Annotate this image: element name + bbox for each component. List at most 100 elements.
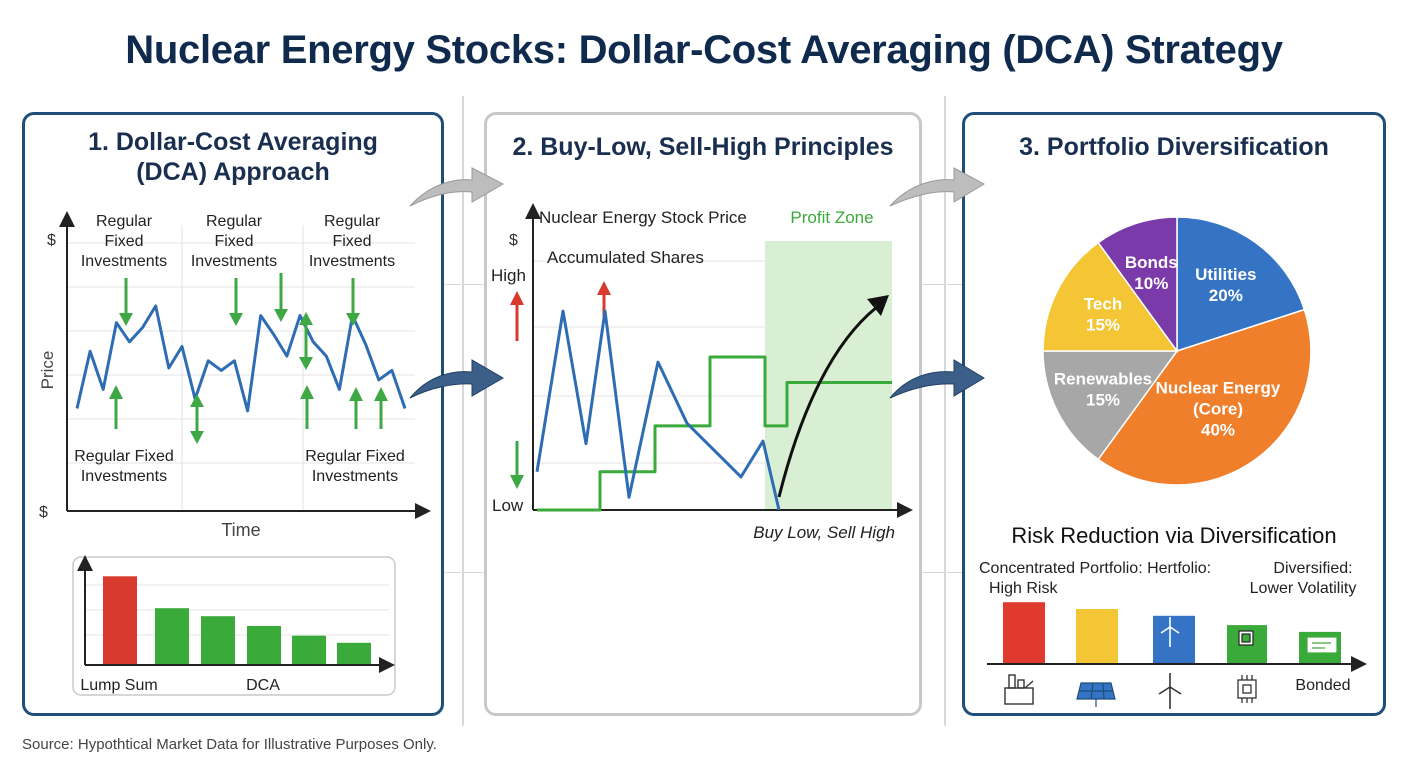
dca-title-line1: 1. Dollar-Cost Averaging bbox=[88, 128, 378, 156]
factory-icon bbox=[1004, 674, 1034, 705]
pie-label: Renewables 15% bbox=[1054, 370, 1152, 410]
down-arrow-icon bbox=[274, 273, 288, 322]
guide-line bbox=[462, 96, 464, 726]
pie-slice-utilities bbox=[1176, 216, 1306, 353]
dca-bar bbox=[155, 608, 189, 665]
portfolio-pie bbox=[1042, 216, 1312, 486]
annotation-text: Regular Fixed bbox=[305, 448, 405, 465]
stock-price-legend: Nuclear Energy Stock Price bbox=[539, 208, 747, 227]
diversified-label: Diversified: bbox=[1273, 560, 1352, 577]
annotation-text: Investments bbox=[191, 253, 277, 270]
dca-chart-svg: $ $ Price Time Regular Fixed Investments… bbox=[38, 211, 431, 696]
accumulated-shares-legend: Accumulated Shares bbox=[547, 248, 704, 267]
double-arrow-icon bbox=[190, 394, 204, 444]
top-annotation: Regular Fixed Investments bbox=[191, 213, 277, 270]
arrow-up-icon bbox=[510, 291, 524, 341]
top-annotation: Regular Fixed Investments bbox=[81, 213, 167, 270]
pie-label: Nuclear Energy (Core) 40% bbox=[1156, 378, 1281, 439]
risk-bars bbox=[1003, 602, 1341, 664]
concentrated-label-line2: High Risk bbox=[989, 580, 1058, 597]
pie-labels: Utilities 20% Nuclear Energy (Core) 40%Renew… bbox=[1054, 253, 1281, 439]
bottom-annotation: Regular Fixed Investments bbox=[305, 448, 405, 485]
buy-low-panel-title: 2. Buy-Low, Sell-High Principles bbox=[512, 133, 894, 161]
dca-price-line bbox=[75, 304, 407, 413]
page-title: Nuclear Energy Stocks: Dollar-Cost Avera… bbox=[125, 28, 1283, 72]
low-label: Low bbox=[492, 496, 524, 515]
lump-dca-bars bbox=[103, 576, 371, 665]
buy-low-sell-high-panel: 2. Buy-Low, Sell-High Principles Nuclear… bbox=[484, 112, 922, 716]
bottom-annotation: Regular Fixed Investments bbox=[74, 448, 174, 485]
lump-sum-bar bbox=[103, 576, 137, 665]
annotation-text: Regular Fixed bbox=[74, 448, 174, 465]
annotation-text: Regular bbox=[206, 213, 263, 230]
risk-bar-nuclear bbox=[1003, 602, 1045, 664]
dca-title-line2: (DCA) Approach bbox=[136, 158, 330, 186]
solar-panel-icon bbox=[1076, 682, 1116, 707]
accumulated-shares-line bbox=[537, 355, 892, 512]
dollar-sign-bottom: $ bbox=[39, 504, 48, 521]
dca-bar bbox=[201, 616, 235, 665]
diversified-label-line2: Lower Volatility bbox=[1250, 580, 1357, 597]
down-arrow-icon bbox=[229, 278, 243, 326]
annotation-text: Fixed bbox=[104, 233, 143, 250]
down-arrow-icon bbox=[346, 278, 360, 326]
risk-bar-wind bbox=[1153, 615, 1195, 664]
pie-slice-nuclear-energy-core bbox=[1097, 308, 1312, 486]
lump-sum-label: Lump Sum bbox=[80, 677, 157, 694]
concentrated-label: Concentrated Portfolio: Hertfolio: bbox=[979, 560, 1211, 577]
chip-icon bbox=[1237, 675, 1257, 703]
annotation-text: Fixed bbox=[214, 233, 253, 250]
source-note: Source: Hypothtical Market Data for Illu… bbox=[22, 736, 437, 753]
guide-line bbox=[944, 96, 946, 726]
pie-label: Bonds 10% bbox=[1125, 253, 1178, 293]
diversification-panel-title: 3. Portfolio Diversification bbox=[1019, 133, 1329, 161]
profit-zone bbox=[765, 241, 892, 509]
investment-arrows bbox=[109, 273, 388, 444]
dca-x-label: Time bbox=[221, 520, 260, 540]
arrow-down-icon bbox=[510, 441, 524, 489]
annotation-text: Fixed bbox=[332, 233, 371, 250]
double-arrow-icon bbox=[299, 312, 313, 370]
dca-panel: 1. Dollar-Cost Averaging (DCA) Approach … bbox=[22, 112, 444, 716]
high-label: High bbox=[491, 266, 526, 285]
dca-y-label: Price bbox=[38, 351, 57, 390]
dollar-sign: $ bbox=[509, 232, 518, 249]
diversification-svg: Utilities 20% Nuclear Energy (Core) 40%Renew… bbox=[979, 216, 1367, 709]
annotation-text: Regular bbox=[324, 213, 381, 230]
pie-slice-tech bbox=[1042, 241, 1179, 352]
annotation-text: Regular bbox=[96, 213, 153, 230]
dca-panel-title: 1. Dollar-Cost Averaging (DCA) Approach bbox=[25, 127, 441, 187]
dollar-sign-top: $ bbox=[47, 232, 56, 249]
annotation-text: Investments bbox=[81, 468, 167, 485]
annotation-text: Investments bbox=[312, 468, 398, 485]
top-annotation: Regular Fixed Investments bbox=[309, 213, 395, 270]
dca-bar bbox=[292, 635, 326, 665]
pie-slice-renewables bbox=[1042, 350, 1179, 461]
profit-zone-label: Profit Zone bbox=[790, 208, 873, 227]
down-arrow-icon bbox=[119, 278, 133, 326]
stock-price-line bbox=[535, 309, 781, 511]
up-arrow-icon bbox=[349, 387, 363, 429]
wind-turbine-icon bbox=[1158, 673, 1182, 709]
pie-slice-bonds bbox=[1097, 216, 1178, 354]
bonded-label: Bonded bbox=[1295, 677, 1350, 694]
buy-low-chart-svg: Nuclear Energy Stock Price Accumulated S… bbox=[491, 203, 913, 542]
risk-bar-solar bbox=[1076, 609, 1118, 664]
chip-icon bbox=[1238, 630, 1254, 646]
diversification-panel: 3. Portfolio Diversification Utilities 20… bbox=[962, 112, 1386, 716]
pie-label: Utilities 20% bbox=[1195, 265, 1256, 305]
annotation-text: Investments bbox=[309, 253, 395, 270]
certificate-icon bbox=[1306, 636, 1338, 654]
buy-low-caption: Buy Low, Sell High bbox=[753, 523, 895, 542]
dca-bar bbox=[247, 626, 281, 665]
up-arrow-icon bbox=[109, 385, 123, 429]
pie-label: Tech 15% bbox=[1084, 294, 1122, 334]
wind-turbine-icon bbox=[1160, 617, 1180, 647]
annotation-text: Investments bbox=[81, 253, 167, 270]
risk-title: Risk Reduction via Diversification bbox=[1011, 523, 1336, 548]
dca-label: DCA bbox=[246, 677, 280, 694]
up-arrow-icon bbox=[374, 387, 388, 429]
dca-bar bbox=[337, 642, 371, 665]
trend-up-arrow-icon bbox=[777, 295, 889, 498]
up-arrow-icon bbox=[300, 385, 314, 429]
